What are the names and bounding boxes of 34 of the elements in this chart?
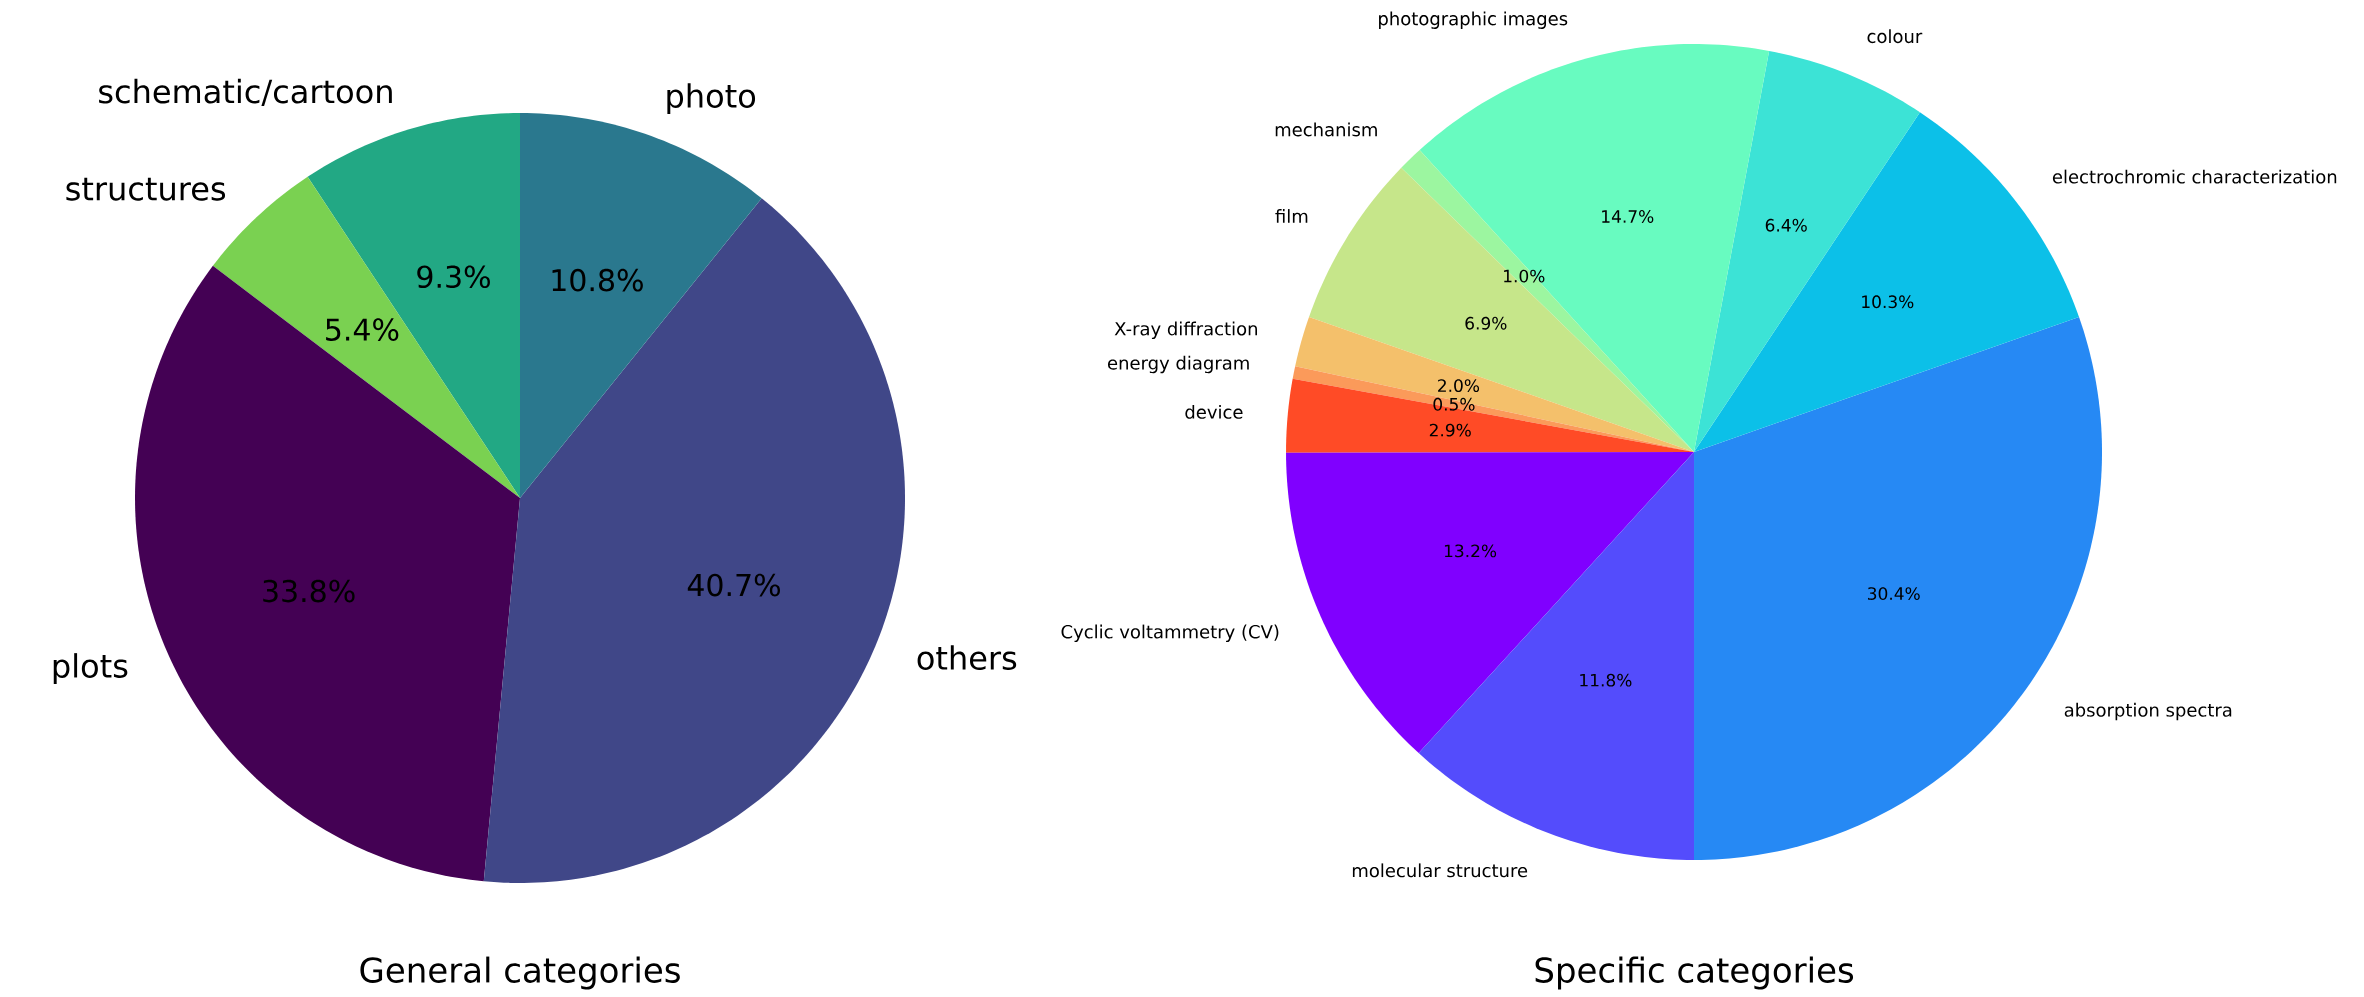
slice-label: photo [667, 83, 756, 115]
slice-label: X-ray diffraction [1114, 321, 1257, 339]
slice-label: energy diagram [1108, 355, 1249, 374]
data-label: 5.4% [326, 318, 399, 341]
slice-label: photographic images [1379, 11, 1568, 29]
slice-label: others [917, 645, 1017, 670]
data-label: 11.8% [1580, 673, 1632, 687]
slice-label: device [1185, 404, 1243, 419]
data-label: 10.3% [1862, 295, 1914, 309]
data-label: 40.7% [687, 573, 780, 597]
slice-label: plots [53, 653, 128, 685]
slice-label: electrochromic characterization [2052, 169, 2337, 184]
slice-label: schematic/cartoon [99, 78, 392, 107]
data-label: 10.8% [552, 268, 643, 292]
text: Specific categories [1535, 956, 1854, 990]
text: General categories [360, 956, 680, 990]
data-label: 30.4% [1868, 587, 1920, 600]
slice-label: structures [66, 177, 226, 201]
data-label: 0.5% [1433, 397, 1475, 411]
data-label: 14.7% [1602, 210, 1654, 223]
data-label: 9.3% [417, 265, 490, 289]
slice-label: colour [1867, 29, 1923, 44]
slice-label: mechanism [1275, 122, 1377, 137]
data-label: 33.8% [263, 579, 355, 603]
data-label: 2.0% [1438, 379, 1480, 393]
slice-label: molecular structure [1352, 863, 1528, 878]
data-label: 1.0% [1504, 269, 1545, 283]
data-label: 6.4% [1765, 218, 1807, 232]
data-label: 6.9% [1465, 316, 1507, 330]
slice-label: Cyclic voltammetry (CV) [1061, 624, 1279, 643]
slice-label: film [1275, 209, 1308, 223]
data-label: 2.9% [1429, 423, 1471, 437]
slice-label: absorption spectra [2064, 702, 2232, 721]
data-label: 13.2% [1444, 544, 1497, 558]
